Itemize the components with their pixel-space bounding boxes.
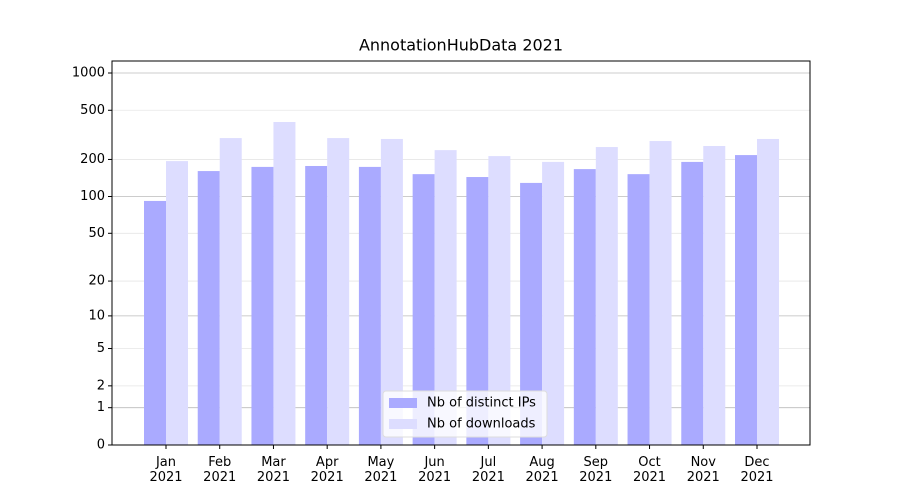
legend-box [382,390,548,438]
legend-label: Nb of distinct IPs [427,396,536,411]
y-tick-label: 2 [97,378,105,393]
bar [542,161,565,446]
y-tick-label: 20 [88,274,105,289]
bar [197,171,220,446]
bar [649,141,672,445]
legend-label: Nb of downloads [427,417,536,432]
y-tick-label: 50 [88,226,105,241]
x-tick-label: Aug 2021 [526,455,559,485]
bar [681,161,704,446]
bar [144,200,166,445]
bar [757,138,779,446]
bar [434,150,457,445]
legend-swatch [389,398,417,408]
y-tick-label: 500 [80,103,105,118]
bar [735,155,757,445]
axes-frame [111,60,811,446]
bar [305,165,328,445]
bar [595,147,618,445]
x-tick-label: May 2021 [364,455,397,485]
x-tick-label: Oct 2021 [633,455,666,485]
x-tick-label: Jul 2021 [472,455,505,485]
x-tick-label: Feb 2021 [203,455,236,485]
bar [520,182,543,445]
y-tick-label: 0 [97,438,105,453]
bar [627,174,650,446]
chart-title: AnnotationHubData 2021 [359,36,563,55]
y-tick-label: 100 [80,189,105,204]
y-tick-label: 200 [80,152,105,167]
legend-swatch [389,419,417,429]
y-tick-label: 1 [97,400,105,415]
bar [219,138,242,446]
x-tick-label: Nov 2021 [687,455,720,485]
x-tick-label: Dec 2021 [740,455,773,485]
x-tick-label: Mar 2021 [257,455,290,485]
bar [412,174,435,446]
bar [488,156,511,445]
y-tick-label: 10 [88,308,105,323]
x-tick-label: Sep 2021 [579,455,612,485]
bar [380,138,403,446]
bar [166,161,188,445]
x-tick-label: Jun 2021 [418,455,451,485]
bar [573,169,596,446]
bar [466,177,489,445]
x-tick-label: Jan 2021 [149,455,182,485]
bar [703,146,726,445]
bar [251,166,274,445]
bar [358,166,381,445]
bar [327,138,350,446]
y-tick-label: 1000 [72,66,105,81]
x-tick-label: Apr 2021 [311,455,344,485]
bar [273,121,296,446]
y-tick-label: 5 [97,341,105,356]
